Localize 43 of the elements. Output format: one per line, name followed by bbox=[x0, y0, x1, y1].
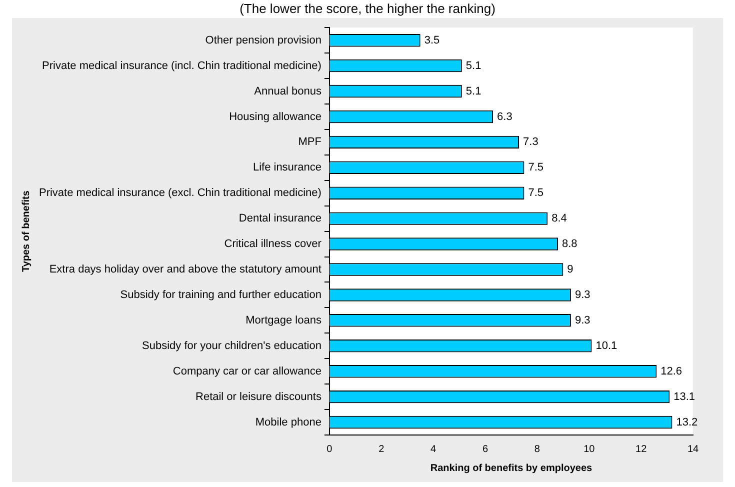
x-tick-label: 8 bbox=[534, 444, 540, 455]
y-tick-label: Retail or leisure discounts bbox=[196, 390, 322, 403]
y-tick-label: Private medical insurance (excl. Chin traditional medicine) bbox=[38, 187, 322, 200]
x-tick-label: 6 bbox=[482, 444, 488, 455]
data-label: 12.6 bbox=[660, 365, 682, 378]
data-label: 5.1 bbox=[466, 85, 482, 98]
data-label: 7.3 bbox=[523, 136, 538, 148]
data-label: 9.3 bbox=[574, 288, 590, 301]
data-label: 3.5 bbox=[424, 34, 440, 46]
y-tick-label: Housing allowance bbox=[229, 110, 322, 123]
x-tick-label: 14 bbox=[687, 444, 699, 455]
y-tick-label: Extra days holiday over and above the statutory amount bbox=[49, 264, 322, 276]
y-tick-label: Subsidy for your children's education bbox=[142, 340, 322, 352]
data-label: 9 bbox=[567, 264, 574, 276]
y-tick-label: Dental insurance bbox=[238, 212, 322, 225]
chart-title: (The lower the score, the higher the ranking) bbox=[238, 0, 496, 18]
data-label: 5.1 bbox=[466, 60, 482, 72]
y-tick-label: Subsidy for training and further education bbox=[120, 288, 322, 301]
data-label: 7.5 bbox=[528, 162, 544, 174]
data-label: 10.1 bbox=[596, 340, 618, 352]
data-label: 13.1 bbox=[674, 390, 696, 403]
x-tick-label: 0 bbox=[326, 444, 333, 455]
x-tick-label: 4 bbox=[430, 444, 437, 455]
x-tick-label: 12 bbox=[636, 444, 648, 455]
data-label: 8.4 bbox=[552, 212, 567, 225]
data-label: 9.3 bbox=[574, 314, 590, 326]
y-tick-label: Other pension provision bbox=[205, 34, 322, 46]
y-tick-label: Mobile phone bbox=[255, 416, 322, 428]
data-label: 7.5 bbox=[528, 187, 544, 200]
y-tick-label: Life insurance bbox=[252, 162, 322, 174]
y-tick-label: Private medical insurance (incl. Chin traditional medicine) bbox=[42, 60, 322, 72]
y-tick-label: MPF bbox=[298, 136, 322, 148]
y-tick-label: Mortgage loans bbox=[246, 314, 322, 326]
x-tick-label: 10 bbox=[584, 444, 596, 455]
y-axis-title: Types of benefits bbox=[20, 190, 32, 272]
x-axis-title: Ranking of benefits by employees bbox=[430, 462, 593, 474]
y-tick-label: Annual bonus bbox=[254, 85, 322, 98]
x-tick-label: 2 bbox=[378, 444, 385, 455]
y-tick-label: Critical illness cover bbox=[224, 238, 322, 250]
data-label: 6.3 bbox=[497, 110, 512, 123]
data-label: 8.8 bbox=[562, 238, 578, 250]
y-tick-label: Company car or car allowance bbox=[172, 365, 322, 378]
data-label: 13.2 bbox=[676, 416, 698, 428]
